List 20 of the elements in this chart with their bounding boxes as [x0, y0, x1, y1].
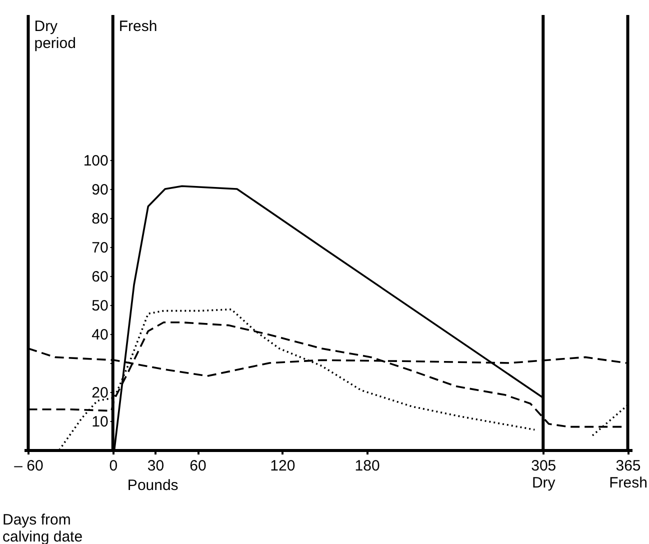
y-tick-label: 90 [92, 182, 108, 198]
x-tick-label: 180 [354, 458, 380, 474]
ref-line-label: Fresh [118, 18, 158, 35]
text: Pounds [127, 477, 178, 494]
y-tick-label: 60 [92, 268, 108, 286]
x-tick-label: 0 [109, 458, 118, 474]
y-tick-label: 40 [92, 326, 108, 344]
y-tick-label: 100 [83, 152, 108, 170]
x-tick-label: 30 [147, 458, 164, 474]
y-tick-label: 10 [92, 414, 108, 430]
y-tick-label: 80 [92, 210, 108, 228]
y-tick-label: 70 [92, 240, 108, 256]
x-tick-label: 305 Dry [531, 458, 556, 492]
y-tick-label: 50 [92, 298, 108, 314]
x-tick-label: 365 Fresh [609, 458, 648, 492]
ref-line-label: Dry period [34, 18, 76, 52]
x-tick-label: – 60 [14, 458, 44, 474]
x-tick-label: 120 [270, 458, 296, 474]
y-tick-label: 20 [92, 384, 108, 402]
x-tick-label: 60 [190, 458, 206, 474]
